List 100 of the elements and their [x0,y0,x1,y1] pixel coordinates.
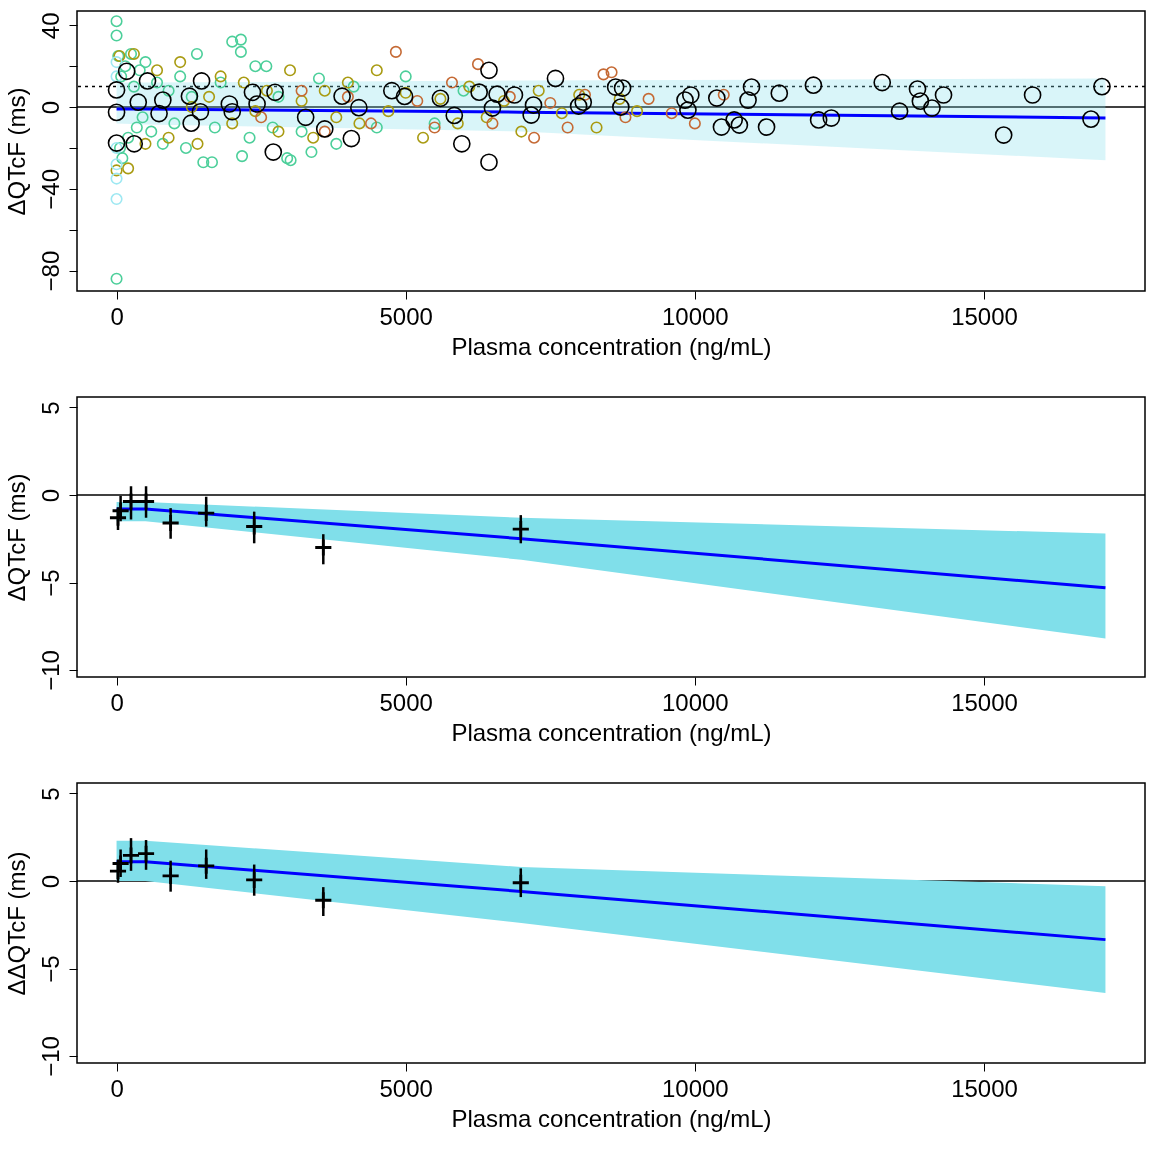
point [665,107,678,120]
y-tick-label: 5 [36,787,64,801]
point [110,158,123,171]
point [561,121,574,134]
point [255,111,268,124]
y-tick-label: −10 [36,1036,64,1077]
point [203,90,216,103]
y-axis-title: ΔQTcF (ms) [2,473,30,602]
x-axis-title: Plasma concentration (ng/mL) [451,332,772,360]
point [226,35,239,48]
y-tick-label: 0 [36,100,64,115]
point [330,111,343,124]
point [313,890,333,910]
point [110,193,123,206]
point [156,137,169,150]
point [353,117,366,130]
y-axis-title: ΔQTcF (ms) [2,87,30,216]
x-tick-label: 5000 [379,1074,433,1102]
point [122,162,135,175]
point [428,117,441,130]
point [370,64,383,77]
point [515,125,528,138]
y-tick-label: 5 [36,401,64,415]
point [544,96,557,109]
point [110,29,123,42]
point [234,45,247,58]
point [127,80,140,93]
point [244,870,264,890]
point [318,84,331,97]
x-tick-label: 10000 [661,1074,729,1102]
point [234,33,247,46]
x-tick-label: 15000 [951,688,1018,716]
point [136,844,156,864]
point [121,492,141,511]
point [597,68,610,81]
point [214,76,227,89]
point [162,84,175,97]
point [236,150,249,163]
y-tick-label: −5 [36,569,64,597]
point [161,866,181,886]
point [266,121,279,134]
point [370,121,383,134]
point [191,137,204,150]
point [428,121,441,134]
x-tick-label: 10000 [661,688,729,716]
point [313,538,333,557]
point [110,70,123,83]
point [486,117,499,130]
point [619,111,632,124]
x-tick-label: 5000 [379,302,433,330]
y-tick-label: −5 [36,955,64,983]
point [110,164,123,177]
point [244,517,264,536]
point [110,15,123,28]
y-axis-title: ΔΔQTcF (ms) [2,851,30,996]
point [382,105,395,118]
point [208,121,221,134]
point [168,117,181,130]
point [590,121,603,134]
point [605,66,618,79]
x-tick-label: 15000 [951,302,1018,330]
point [555,107,568,120]
point [116,152,129,165]
point [272,125,285,138]
point [130,121,143,134]
point [399,70,412,83]
point [260,84,273,97]
point [205,156,219,169]
point [295,94,308,107]
point [528,131,541,144]
point [179,141,192,154]
y-tick-label: −10 [36,650,64,691]
x-axis-title: Plasma concentration (ng/mL) [451,1104,772,1132]
point [630,105,644,118]
point [312,72,325,85]
point [688,117,701,130]
point [111,854,131,873]
point [136,111,149,124]
point [214,70,227,83]
y-tick-label: −40 [36,168,64,210]
point [139,56,152,69]
point [613,92,626,105]
point [411,94,424,107]
point [161,513,181,533]
point [174,56,187,69]
point [145,125,158,138]
point [445,76,459,89]
point [295,125,308,138]
x-tick-label: 0 [110,688,124,716]
y-tick-label: −80 [36,250,64,292]
point [110,56,123,69]
point [190,47,203,60]
point [185,101,198,114]
point [249,105,262,118]
y-tick-label: 40 [36,12,64,40]
point [133,64,146,77]
point [330,137,343,150]
point [150,64,164,77]
point [642,92,655,105]
point [578,88,592,101]
